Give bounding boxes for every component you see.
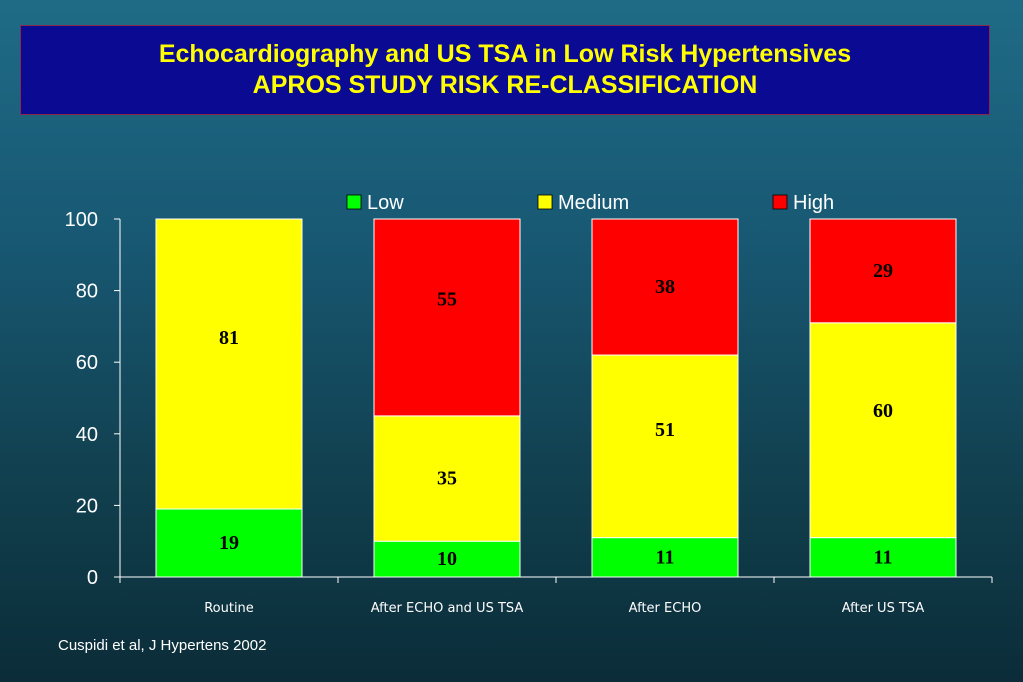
citation: Cuspidi et al, J Hypertens 2002 (58, 637, 267, 654)
data-label: 11 (656, 546, 675, 568)
y-tick-label: 60 (76, 352, 98, 374)
bar-segment-high (373, 218, 521, 417)
bar-segment-low (809, 537, 957, 578)
legend-label-low: Low (367, 192, 404, 214)
data-label: 51 (655, 419, 675, 441)
data-label: 38 (655, 276, 675, 298)
y-tick-label: 80 (76, 281, 98, 303)
bar-segment-medium (373, 415, 521, 542)
data-label: 29 (873, 260, 893, 282)
y-tick-label: 100 (65, 209, 98, 231)
data-label: 19 (219, 532, 239, 554)
x-tick-label: After ECHO (629, 601, 702, 616)
legend-swatch-low (346, 194, 362, 210)
data-label: 55 (437, 289, 457, 311)
legend-label-medium: Medium (558, 192, 629, 214)
x-tick-label: Routine (204, 601, 254, 616)
bar-segment-high (809, 218, 957, 324)
bar-segment-medium (809, 322, 957, 539)
legend-label-high: High (793, 192, 834, 214)
data-label: 10 (437, 548, 457, 570)
bar-segment-medium (591, 354, 739, 539)
bar-segment-low (373, 540, 521, 578)
title-box: Echocardiography and US TSA in Low Risk … (20, 25, 990, 115)
data-label: 81 (219, 327, 239, 349)
legend-swatch-high (772, 194, 788, 210)
x-tick-label: After ECHO and US TSA (371, 601, 524, 616)
legend-swatch-medium (537, 194, 553, 210)
x-tick-label: After US TSA (842, 601, 925, 616)
y-tick-label: 20 (76, 495, 98, 517)
data-label: 11 (874, 546, 893, 568)
data-label: 60 (873, 400, 893, 422)
bar-segment-high (591, 218, 739, 356)
y-tick-label: 0 (87, 567, 98, 589)
bar-segment-low (591, 537, 739, 578)
chart-title-line-1: Echocardiography and US TSA in Low Risk … (158, 40, 852, 68)
data-label: 35 (437, 468, 457, 490)
bar-segment-low (155, 508, 303, 578)
bar-segment-medium (155, 218, 303, 510)
chart-title-line-2: APROS STUDY RISK RE-CLASSIFICATION (252, 71, 758, 99)
y-tick-label: 40 (76, 424, 98, 446)
